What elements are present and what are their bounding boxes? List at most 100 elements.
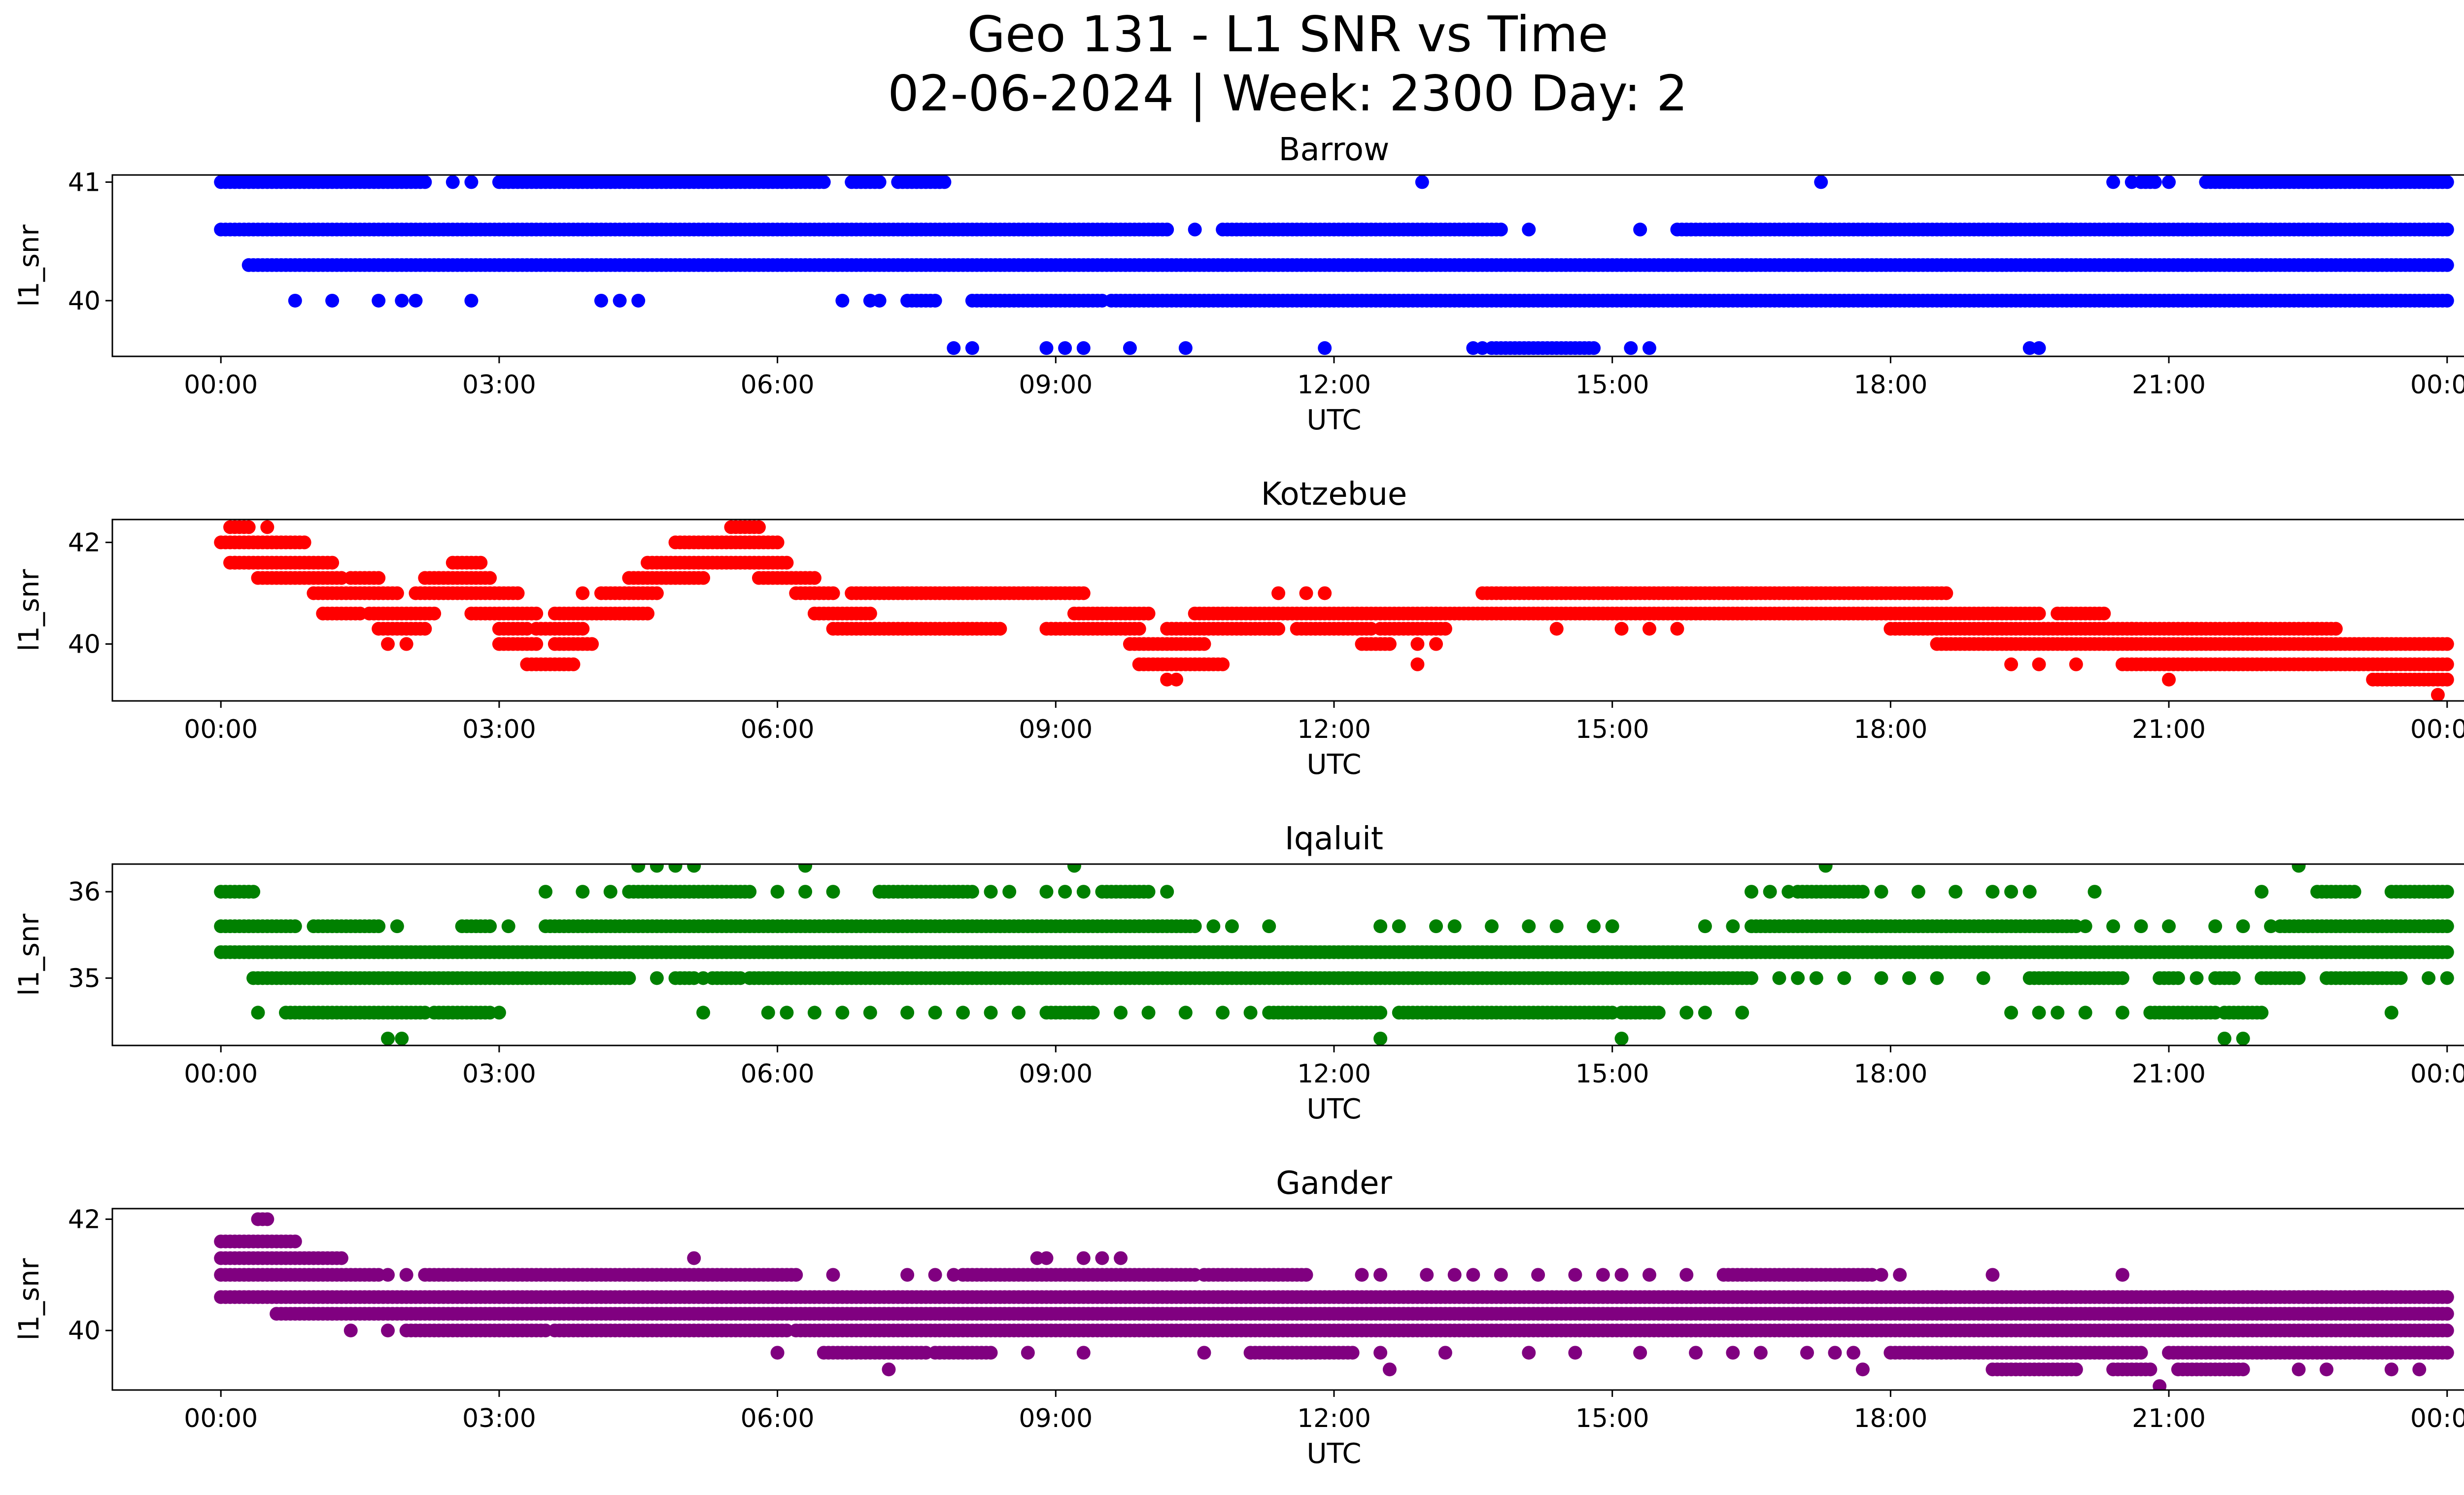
x-tick-label: 21:00: [2132, 370, 2206, 400]
data-point: [1874, 885, 1888, 899]
data-point: [2171, 971, 2185, 985]
data-point: [1086, 1006, 1100, 1020]
data-point: [1225, 919, 1239, 934]
data-point: [984, 885, 998, 899]
data-point: [1522, 222, 1536, 237]
data-point: [1814, 175, 1828, 189]
data-point: [631, 293, 646, 308]
data-point: [798, 885, 813, 899]
scatter-series: [214, 520, 2454, 701]
data-point: [2032, 341, 2046, 355]
data-point: [1178, 341, 1193, 355]
data-point: [1039, 885, 1054, 899]
data-point: [288, 1234, 302, 1249]
x-tick-label: 03:00: [462, 1059, 536, 1089]
data-point: [1642, 622, 1656, 636]
data-point: [1642, 341, 1656, 355]
data-point: [826, 586, 840, 600]
x-tick-label: 09:00: [1019, 370, 1093, 400]
data-point: [418, 175, 432, 189]
data-point: [2134, 919, 2148, 934]
data-point: [2440, 637, 2454, 651]
data-point: [1216, 657, 1230, 671]
data-point: [2162, 672, 2176, 687]
data-point: [2051, 1006, 2065, 1020]
data-point: [2115, 1268, 2129, 1282]
data-point: [1837, 971, 1851, 985]
data-point: [826, 1268, 840, 1282]
data-point: [1160, 222, 1174, 237]
data-point: [1299, 1268, 1313, 1282]
data-point: [761, 1006, 775, 1020]
x-tick-label: 00:00: [2410, 715, 2464, 744]
x-tick-label: 18:00: [1853, 1059, 1927, 1089]
data-point: [1874, 971, 1888, 985]
data-point: [1373, 1031, 1388, 1045]
data-point: [241, 520, 256, 534]
data-point: [1076, 586, 1091, 600]
data-point: [251, 1006, 265, 1020]
data-point: [246, 885, 261, 899]
data-point: [427, 606, 442, 621]
data-point: [288, 919, 302, 934]
data-point: [576, 622, 590, 636]
data-point: [390, 919, 404, 934]
x-tick-label: 21:00: [2132, 1059, 2206, 1089]
data-point: [1271, 586, 1286, 600]
data-point: [631, 864, 646, 873]
data-point: [395, 1031, 409, 1045]
data-point: [1123, 341, 1137, 355]
data-point: [2004, 657, 2019, 671]
data-point: [1039, 1251, 1054, 1265]
data-point: [1392, 919, 1406, 934]
data-point: [1818, 864, 1833, 873]
data-point: [1466, 1268, 1480, 1282]
data-point: [1058, 341, 1072, 355]
data-point: [2088, 885, 2102, 899]
data-point: [817, 175, 831, 189]
data-point: [965, 341, 979, 355]
data-point: [501, 919, 515, 934]
data-point: [2440, 293, 2454, 308]
data-point: [928, 1006, 942, 1020]
data-point: [2236, 1031, 2250, 1045]
data-point: [2032, 1006, 2046, 1020]
data-point: [1318, 341, 1332, 355]
data-point: [2328, 622, 2343, 636]
data-point: [228, 556, 242, 570]
data-point: [1679, 1006, 1694, 1020]
data-point: [390, 586, 404, 600]
data-point: [2004, 1006, 2019, 1020]
x-tick-label: 03:00: [462, 370, 536, 400]
data-point: [1549, 622, 1564, 636]
data-point: [2440, 919, 2454, 934]
data-point: [1114, 1251, 1128, 1265]
data-point: [1216, 1006, 1230, 1020]
data-point: [381, 1268, 395, 1282]
x-tick-label: 15:00: [1575, 715, 1649, 744]
data-point: [297, 535, 311, 550]
data-point: [445, 175, 460, 189]
data-point: [529, 606, 544, 621]
data-point: [1568, 1268, 1582, 1282]
data-point: [2226, 971, 2241, 985]
data-point: [872, 175, 887, 189]
data-point: [1410, 637, 1425, 651]
data-point: [687, 864, 701, 873]
data-point: [650, 864, 664, 873]
data-point: [1355, 1268, 1369, 1282]
data-point: [1985, 1268, 2000, 1282]
data-point: [399, 1268, 413, 1282]
data-point: [863, 606, 877, 621]
data-point: [511, 586, 525, 600]
data-point: [1624, 341, 1638, 355]
x-tick-label: 03:00: [462, 715, 536, 744]
data-point: [418, 622, 432, 636]
data-point: [1058, 885, 1072, 899]
data-point: [826, 885, 840, 899]
data-point: [1373, 1268, 1388, 1282]
data-point: [1373, 1006, 1388, 1020]
data-point: [2440, 945, 2454, 959]
data-point: [2394, 971, 2408, 985]
data-point: [807, 1006, 821, 1020]
